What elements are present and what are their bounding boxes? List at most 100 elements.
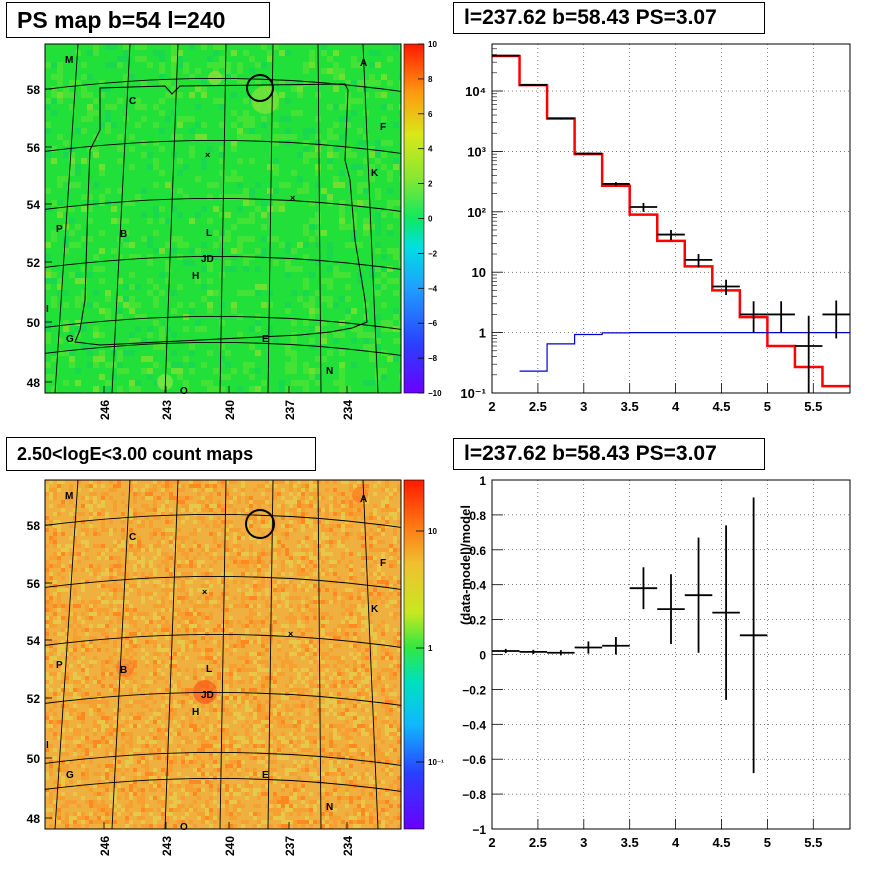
map-pixel (129, 620, 133, 624)
map-pixel (277, 748, 281, 752)
map-pixel (133, 680, 137, 684)
map-pixel (53, 756, 57, 760)
map-pixel (161, 728, 165, 732)
map-pixel (373, 632, 377, 636)
map-pixel (57, 736, 61, 740)
map-pixel (219, 344, 225, 350)
map-pixel (53, 564, 57, 568)
map-pixel (45, 326, 51, 332)
map-pixel (57, 616, 61, 620)
map-pixel (129, 712, 133, 716)
map-pixel (297, 652, 301, 656)
map-pixel (277, 804, 281, 808)
map-pixel (269, 768, 273, 772)
map-pixel (153, 544, 157, 548)
map-pixel (397, 788, 401, 792)
map-pixel (153, 772, 157, 776)
map-pixel (333, 628, 337, 632)
map-pixel (181, 588, 185, 592)
map-pixel (61, 748, 65, 752)
map-pixel (337, 668, 341, 672)
map-pixel (257, 628, 261, 632)
map-pixel (129, 672, 133, 676)
map-pixel (337, 724, 341, 728)
map-pixel (117, 480, 121, 484)
map-pixel (245, 656, 249, 660)
map-pixel (141, 760, 145, 764)
map-pixel (65, 604, 69, 608)
map-pixel (363, 134, 369, 140)
map-pixel (77, 560, 81, 564)
map-pixel (133, 776, 137, 780)
map-pixel (245, 568, 249, 572)
map-pixel (213, 488, 217, 492)
map-pixel (81, 344, 87, 350)
map-pixel (345, 756, 349, 760)
map-pixel (53, 672, 57, 676)
map-pixel (349, 780, 353, 784)
map-pixel (61, 564, 65, 568)
map-pixel (133, 492, 137, 496)
map-pixel (209, 796, 213, 800)
map-pixel (117, 612, 121, 616)
map-pixel (281, 544, 285, 548)
map-pixel (123, 350, 129, 356)
map-pixel (153, 632, 157, 636)
map-pixel (393, 612, 397, 616)
map-pixel (109, 548, 113, 552)
map-pixel (301, 484, 305, 488)
map-pixel (385, 596, 389, 600)
map-pixel (229, 760, 233, 764)
map-pixel (165, 628, 169, 632)
map-pixel (293, 484, 297, 488)
map-pixel (129, 688, 133, 692)
map-pixel (81, 532, 85, 536)
map-pixel (205, 800, 209, 804)
map-pixel (61, 640, 65, 644)
map-pixel (317, 800, 321, 804)
map-pixel (185, 616, 189, 620)
map-pixel (305, 804, 309, 808)
map-pixel (81, 644, 85, 648)
map-pixel (189, 612, 193, 616)
map-pixel (237, 128, 243, 134)
map-pixel (301, 624, 305, 628)
map-pixel (261, 580, 265, 584)
map-pixel (65, 672, 69, 676)
map-pixel (245, 660, 249, 664)
map-pixel (197, 772, 201, 776)
map-pixel (65, 784, 69, 788)
map-pixel (189, 784, 193, 788)
map-pixel (193, 604, 197, 608)
map-pixel (381, 632, 385, 636)
map-pixel (313, 572, 317, 576)
map-pixel (141, 496, 145, 500)
map-pixel (293, 760, 297, 764)
map-pixel (149, 560, 153, 564)
map-pixel (121, 748, 125, 752)
map-pixel (149, 520, 153, 524)
map-pixel (253, 668, 257, 672)
map-pixel (189, 484, 193, 488)
map-pixel (85, 608, 89, 612)
map-pixel (249, 344, 255, 350)
map-pixel (65, 764, 69, 768)
map-pixel (93, 98, 99, 104)
map-pixel (53, 748, 57, 752)
map-pixel (397, 784, 401, 788)
map-pixel (217, 808, 221, 812)
map-pixel (249, 508, 253, 512)
map-pixel (249, 68, 255, 74)
map-pixel (125, 664, 129, 668)
map-pixel (265, 480, 269, 484)
map-pixel (229, 664, 233, 668)
map-pixel (201, 584, 205, 588)
map-pixel (137, 748, 141, 752)
map-pixel (385, 580, 389, 584)
map-pixel (87, 194, 93, 200)
map-pixel (205, 720, 209, 724)
map-pixel (329, 700, 333, 704)
map-pixel (361, 588, 365, 592)
map-pixel (45, 528, 49, 532)
map-pixel (165, 816, 169, 820)
